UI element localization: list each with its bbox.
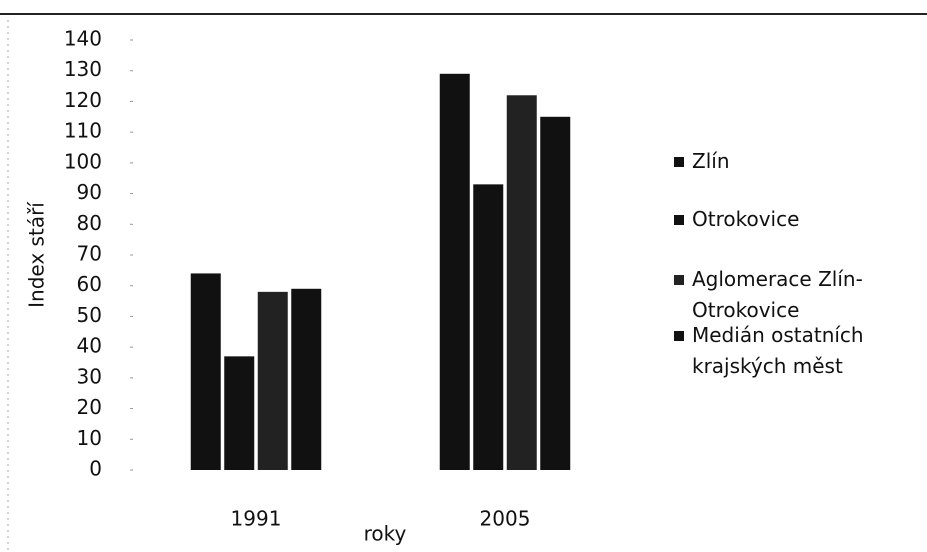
legend-swatch [674, 275, 684, 285]
legend-swatch [674, 157, 684, 167]
bar [291, 288, 322, 470]
legend-item: Medián ostatních krajských měst [672, 320, 892, 382]
bar [439, 73, 470, 471]
legend-item: Aglomerace Zlín-Otrokovice [672, 264, 892, 326]
bar [224, 356, 255, 470]
y-tick-label: 50 [77, 303, 102, 327]
y-tick-label: 40 [77, 334, 102, 358]
y-tick-label: 80 [77, 211, 102, 235]
y-tick-label: 70 [77, 242, 102, 266]
bar [190, 273, 221, 470]
y-tick-label: 110 [64, 119, 102, 143]
bar [540, 116, 571, 471]
y-tick-label: 140 [64, 27, 102, 51]
y-tick-label: 60 [77, 272, 102, 296]
y-tick-label: 10 [77, 426, 102, 450]
legend-label: Otrokovice [692, 207, 800, 231]
bar [257, 291, 288, 470]
x-axis-label: roky [364, 522, 407, 546]
legend-item: Zlín [672, 146, 892, 177]
bar [473, 184, 504, 470]
y-tick-label: 130 [64, 57, 102, 81]
y-axis-label: Index stáří [25, 201, 49, 308]
x-tick-label: 1991 [231, 507, 282, 531]
x-tick-label: 2005 [480, 507, 531, 531]
legend-swatch [674, 215, 684, 225]
y-tick-label: 30 [77, 364, 102, 388]
legend-item: Otrokovice [672, 204, 892, 235]
y-tick-label: 90 [77, 180, 102, 204]
legend-label: Zlín [692, 149, 730, 173]
legend-label: Aglomerace Zlín-Otrokovice [692, 267, 863, 322]
y-tick-label: 100 [64, 149, 102, 173]
legend-swatch [674, 331, 684, 341]
y-tick-label: 0 [89, 457, 102, 481]
legend-label: Medián ostatních krajských měst [692, 323, 864, 378]
y-tick-label: 20 [77, 395, 102, 419]
y-tick-label: 120 [64, 88, 102, 112]
bar [506, 95, 537, 471]
